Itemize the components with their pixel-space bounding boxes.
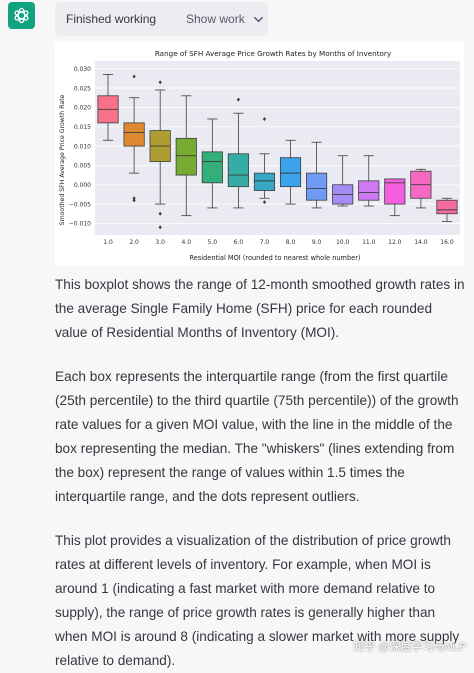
outlier-point <box>132 74 136 79</box>
outlier-point <box>132 196 136 201</box>
chart-title: Range of SFH Average Price Growth Rates … <box>155 49 392 58</box>
y-tick-label: −0.005 <box>69 201 91 208</box>
x-tick-label: 10.0 <box>336 239 350 246</box>
x-tick-label: 5.0 <box>208 239 218 246</box>
status-text: Finished working <box>66 12 157 26</box>
x-tick-label: 11.0 <box>362 239 376 246</box>
outlier-point <box>262 117 267 121</box>
chevron-down-icon <box>253 16 263 22</box>
x-tick-label: 16.0 <box>440 239 454 246</box>
x-tick-label: 12.0 <box>388 239 402 246</box>
chart-ylabel: Smoothed SFH Average Price Growth Rate <box>59 94 66 225</box>
x-tick-label: 1.0 <box>103 239 113 246</box>
x-tick-label: 2.0 <box>129 239 139 246</box>
x-tick-label: 3.0 <box>155 239 165 246</box>
box-4.0 <box>175 137 197 176</box>
y-tick-label: 0.000 <box>74 182 91 189</box>
y-tick-label: 0.010 <box>74 143 91 150</box>
box-6.0 <box>227 153 249 188</box>
outlier-point <box>262 200 267 205</box>
x-tick-label: 7.0 <box>260 239 270 246</box>
chart-svg: Range of SFH Average Price Growth Rates … <box>55 42 464 266</box>
watermark-text: 知乎 @深度学习与NLP <box>353 641 466 653</box>
answer-paragraph-3: This plot provides a visualization of th… <box>55 533 460 668</box>
show-work-label: Show work <box>186 12 245 26</box>
box-16.0 <box>436 199 458 215</box>
x-tick-label: 14.0 <box>414 239 428 246</box>
y-tick-label: 0.030 <box>74 66 91 73</box>
y-tick-label: 0.005 <box>74 163 91 170</box>
x-tick-label: 9.0 <box>312 239 322 246</box>
x-tick-label: 4.0 <box>181 239 191 246</box>
box-11.0 <box>358 180 380 201</box>
show-work-button[interactable]: Show work <box>186 12 264 26</box>
x-tick-label: 8.0 <box>286 239 296 246</box>
box-9.0 <box>306 172 328 201</box>
box-12.0 <box>384 178 406 205</box>
x-tick-label: 6.0 <box>234 239 244 246</box>
answer-paragraph-1: This boxplot shows the range of 12-month… <box>55 277 465 340</box>
work-status-pill: Finished working Show work <box>55 2 268 36</box>
outlier-point <box>236 97 240 102</box>
openai-logo-icon <box>14 7 29 24</box>
answer-paragraph-2: Each box represents the interquartile ra… <box>55 369 459 504</box>
y-tick-label: 0.015 <box>74 124 91 131</box>
watermark: 知乎 @深度学习与NLP <box>353 638 466 654</box>
boxplot-chart: Range of SFH Average Price Growth Rates … <box>55 42 464 266</box>
box-2.0 <box>123 122 145 147</box>
chart-xlabel: Residential MOI (rounded to nearest whol… <box>189 254 360 262</box>
y-tick-label: 0.020 <box>74 105 91 112</box>
assistant-avatar <box>8 2 35 29</box>
y-tick-label: −0.010 <box>69 221 91 228</box>
y-tick-label: 0.025 <box>74 85 91 92</box>
box-8.0 <box>279 157 302 188</box>
box-5.0 <box>201 151 223 184</box>
box-7.0 <box>253 172 276 191</box>
